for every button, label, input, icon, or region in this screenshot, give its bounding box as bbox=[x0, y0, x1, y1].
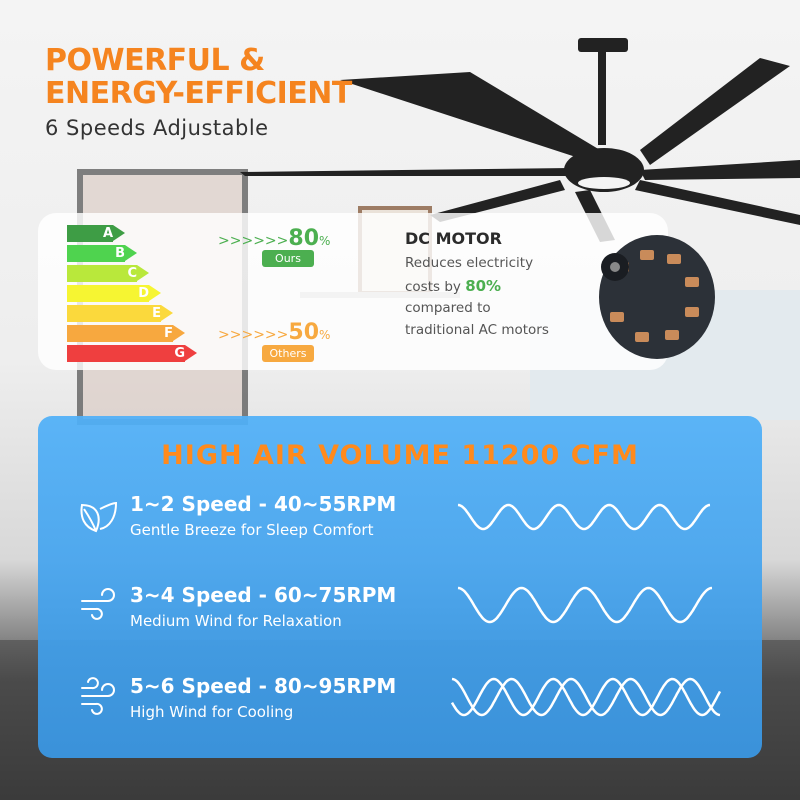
others-percentage: >>>>>>50% bbox=[218, 320, 331, 345]
gentle-wave bbox=[457, 503, 711, 531]
airflow-panel bbox=[38, 416, 762, 758]
speed-3-4-desc: Medium Wind for Relaxation bbox=[130, 612, 342, 630]
energy-class-f: F bbox=[67, 325, 185, 342]
dc-motor-image bbox=[599, 235, 715, 359]
energy-class-label: E bbox=[152, 306, 161, 321]
ours-percentage: >>>>>>80% bbox=[218, 226, 331, 251]
energy-class-label: C bbox=[127, 266, 137, 281]
ours-badge: Ours bbox=[262, 250, 314, 267]
energy-class-label: G bbox=[174, 346, 185, 361]
headline-line1: POWERFUL & bbox=[45, 43, 265, 78]
energy-class-e: E bbox=[67, 305, 173, 322]
speed-5-6-desc: High Wind for Cooling bbox=[130, 703, 294, 721]
dc-line-4: traditional AC motors bbox=[405, 322, 549, 338]
subtitle: 6 Speeds Adjustable bbox=[45, 116, 269, 140]
strong-wave bbox=[450, 677, 722, 717]
wind-icon bbox=[81, 588, 115, 620]
speed-1-2-desc: Gentle Breeze for Sleep Comfort bbox=[130, 521, 374, 539]
energy-class-label: A bbox=[102, 226, 113, 241]
speed-5-6-heading: 5~6 Speed - 80~95RPM bbox=[130, 674, 397, 698]
energy-class-label: F bbox=[164, 326, 173, 341]
energy-class-d: D bbox=[67, 285, 161, 302]
strong-wind-icon bbox=[81, 677, 115, 715]
others-badge: Others bbox=[262, 345, 314, 362]
energy-class-label: D bbox=[138, 286, 149, 301]
dc-line-3: compared to bbox=[405, 300, 491, 316]
energy-class-label: B bbox=[115, 246, 125, 261]
medium-wave bbox=[457, 586, 713, 624]
leaf-icon bbox=[80, 501, 118, 533]
dc-line-1: Reduces electricity bbox=[405, 255, 534, 271]
energy-class-b: B bbox=[67, 245, 137, 262]
dc-motor-title: DC MOTOR bbox=[405, 229, 502, 248]
speed-3-4-heading: 3~4 Speed - 60~75RPM bbox=[130, 583, 397, 607]
headline-line2: ENERGY-EFFICIENT bbox=[45, 76, 352, 111]
energy-class-a: A bbox=[67, 225, 125, 242]
dc-line-2: costs by 80% bbox=[405, 277, 502, 295]
ceiling-fan bbox=[240, 38, 800, 242]
airflow-title: HIGH AIR VOLUME 11200 CFM bbox=[161, 440, 639, 471]
energy-class-c: C bbox=[67, 265, 149, 282]
speed-1-2-heading: 1~2 Speed - 40~55RPM bbox=[130, 492, 397, 516]
energy-class-g: G bbox=[67, 345, 197, 362]
